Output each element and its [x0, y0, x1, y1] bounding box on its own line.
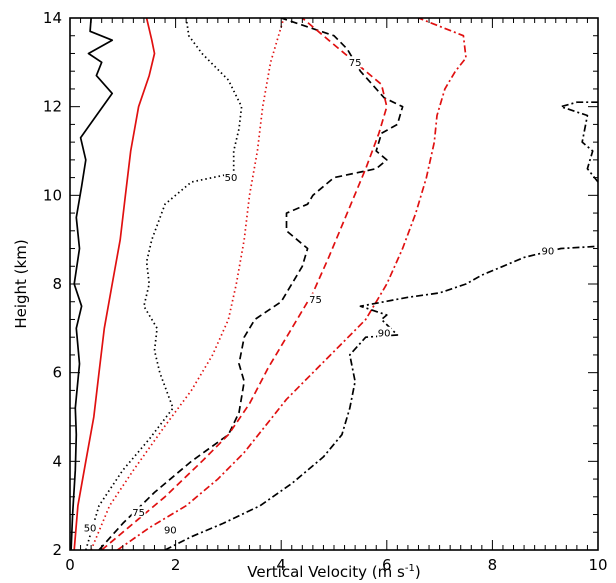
x-tick-label: 4: [276, 556, 286, 574]
contour-label-background-6: [377, 326, 392, 338]
series-line-dashed-black-4: [98, 18, 404, 550]
contour-label-background-5: [540, 244, 555, 256]
x-axis-label: Vertical Velocity (m s-1): [247, 563, 420, 581]
y-tick-label: 8: [52, 275, 62, 293]
series-layer: [70, 18, 598, 550]
y-tick-label: 4: [52, 452, 62, 470]
x-tick-label: 2: [171, 556, 181, 574]
series-line-dotted-red-3: [90, 18, 285, 550]
series-line-dotted-black-2: [84, 18, 243, 550]
contour-label-90-6: 90: [378, 328, 391, 339]
y-tick-label: 14: [43, 9, 62, 27]
contour-label-background-3: [308, 293, 323, 305]
x-axis-label-main: Vertical Velocity (m s: [247, 563, 405, 581]
y-tick-label: 10: [43, 186, 62, 204]
contour-label-75-3: 75: [309, 295, 322, 306]
contour-label-50-1: 50: [84, 523, 97, 534]
series-line-solid-black-0: [70, 18, 114, 550]
contour-label-50-0: 50: [225, 173, 238, 184]
x-tick-label: 6: [382, 556, 392, 574]
x-axis-label-superscript: -1: [405, 563, 415, 574]
x-tick-label: 0: [65, 556, 75, 574]
series-line-dashed-red-5: [101, 18, 388, 550]
y-tick-label: 2: [52, 541, 62, 559]
contour-label-90-7: 90: [164, 526, 177, 537]
contour-label-background-1: [83, 521, 98, 533]
contour-label-90-5: 90: [541, 246, 554, 257]
x-tick-label: 8: [488, 556, 498, 574]
series-line-dashdot-black-8: [560, 101, 598, 183]
plot-frame: [69, 17, 599, 551]
contour-label-75-2: 75: [349, 58, 362, 69]
y-tick-label: 12: [43, 98, 62, 116]
contour-label-layer: 50 50 75 75 75 90 90 90: [83, 56, 555, 537]
contour-label-background-7: [163, 524, 178, 536]
contour-label-background-0: [224, 171, 239, 183]
y-tick-label: 6: [52, 364, 62, 382]
series-line-dashdot-red-6: [117, 18, 467, 550]
x-tick-label: 10: [588, 556, 607, 574]
series-line-solid-red-1: [73, 18, 156, 550]
y-axis-label: Height (km): [12, 239, 30, 328]
contour-label-background-2: [348, 56, 363, 68]
contour-label-background-4: [131, 506, 146, 518]
x-axis-label-end: ): [415, 563, 421, 581]
series-line-dashdot-black-7: [164, 245, 598, 550]
contour-label-75-4: 75: [132, 508, 145, 519]
